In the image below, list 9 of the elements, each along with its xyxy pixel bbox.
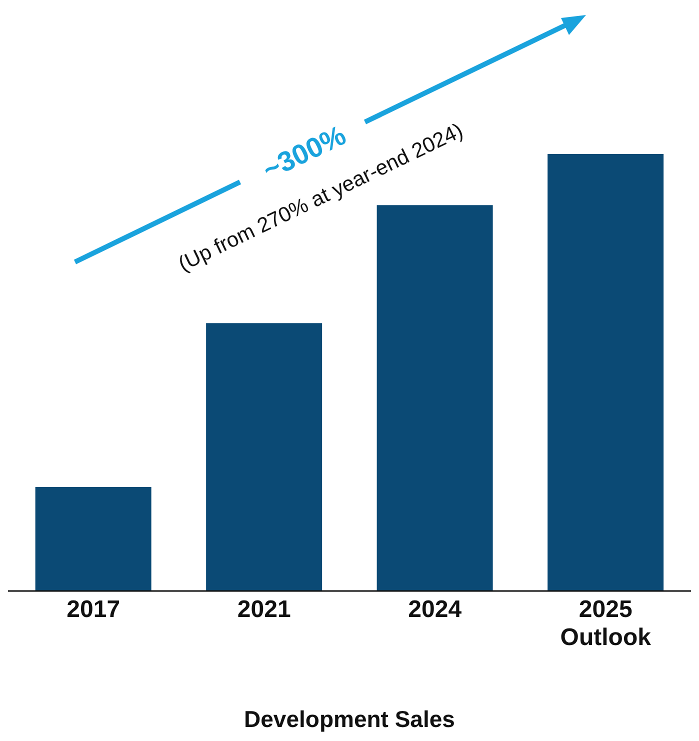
x-tick-label: 2024 <box>408 596 462 623</box>
x-tick-label: 2017 <box>66 596 120 623</box>
x-tick-label: 2025 Outlook <box>560 596 652 651</box>
bar <box>376 205 493 591</box>
x-axis-title: Development Sales <box>244 706 455 732</box>
bar <box>35 486 152 591</box>
bar <box>206 323 322 591</box>
x-tick-label: 2021 <box>237 596 291 623</box>
bar <box>548 154 664 591</box>
